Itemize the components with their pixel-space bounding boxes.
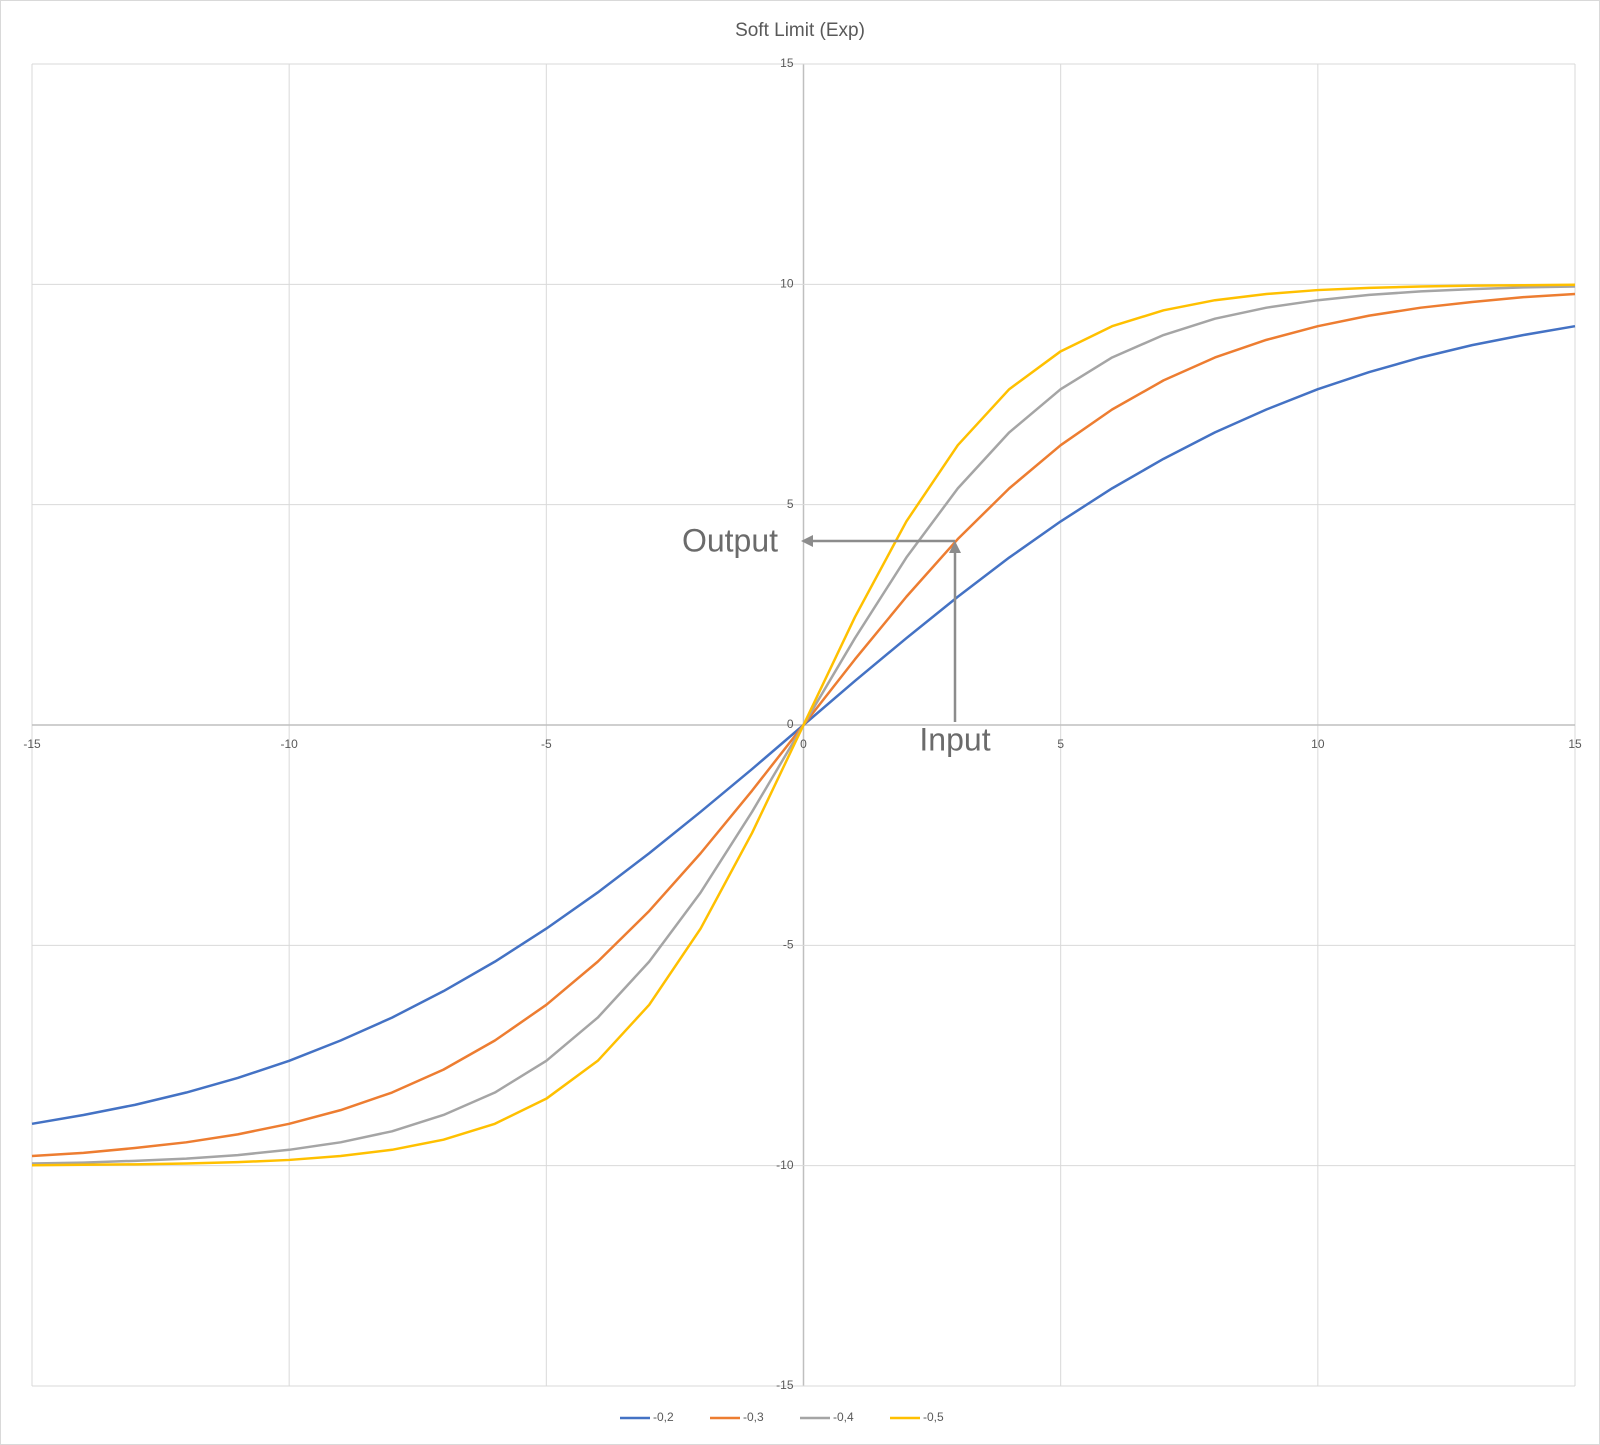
annotation-arrows	[801, 535, 961, 722]
x-tick-label: 15	[1568, 737, 1582, 751]
legend-label: -0,5	[923, 1410, 944, 1424]
x-tick-label: 5	[1057, 737, 1064, 751]
y-tick-label: 15	[780, 56, 794, 70]
y-tick-label: 10	[780, 277, 794, 291]
legend-label: -0,3	[743, 1410, 764, 1424]
y-tick-label: -15	[776, 1378, 794, 1392]
y-tick-label: -5	[783, 938, 794, 952]
x-tick-label: 0	[800, 737, 807, 751]
legend-label: -0,4	[833, 1410, 854, 1424]
legend-label: -0,2	[653, 1410, 674, 1424]
annotation: Input	[919, 721, 990, 757]
series-line	[31, 283, 1576, 1167]
x-tick-label: -5	[541, 737, 552, 751]
y-tick-label: -10	[776, 1158, 794, 1172]
arrow-head	[801, 535, 813, 547]
annotation: Output	[682, 522, 778, 558]
legend: -0,2 -0,3 -0,4 -0,5	[620, 1410, 944, 1424]
y-tick-label: 5	[787, 497, 794, 511]
arrow-head	[949, 541, 961, 553]
x-tick-label: -15	[23, 737, 41, 751]
y-tick-label: 0	[787, 717, 794, 731]
x-tick-label: -10	[280, 737, 298, 751]
chart-title: Soft Limit (Exp)	[735, 20, 865, 41]
lines	[31, 283, 1576, 1167]
x-tick-label: 10	[1311, 737, 1325, 751]
